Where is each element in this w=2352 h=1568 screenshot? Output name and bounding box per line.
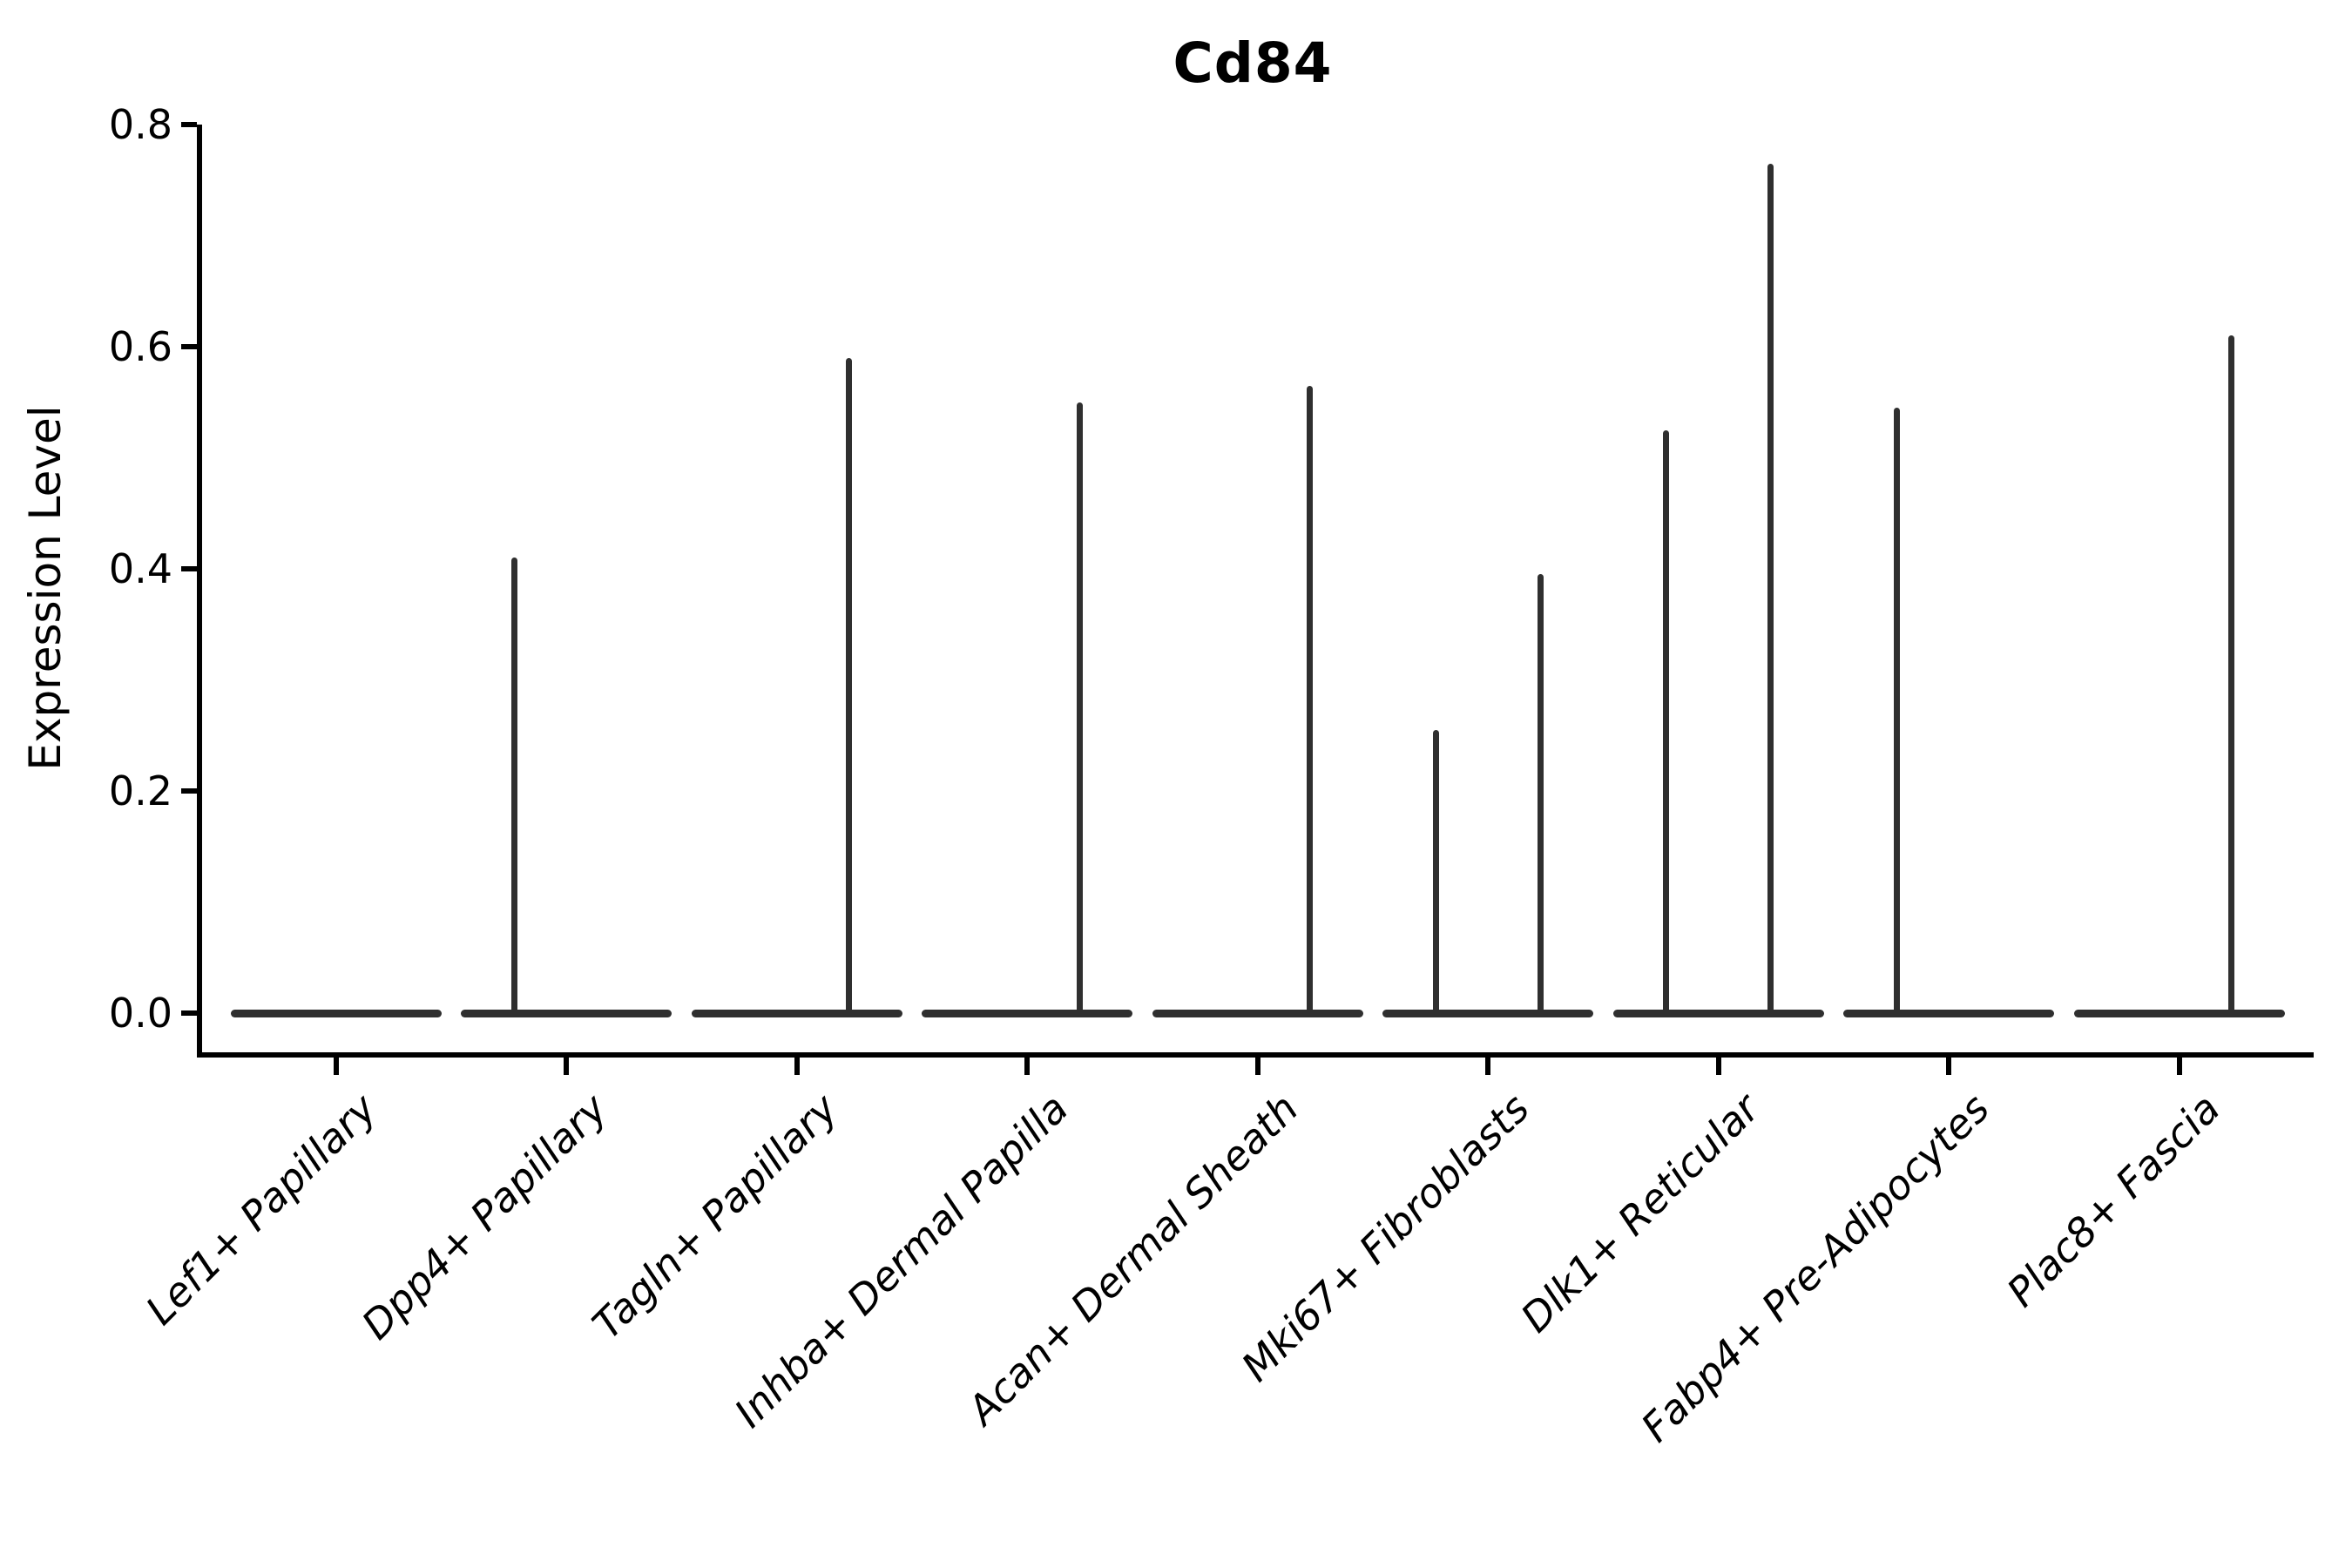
violin-spike xyxy=(1537,574,1544,1013)
violin-spike xyxy=(1076,402,1083,1013)
violin-base xyxy=(1612,1009,1824,1017)
violin-spike xyxy=(1893,408,1900,1013)
y-tick-mark xyxy=(181,344,197,349)
y-tick-mark xyxy=(181,1010,197,1016)
x-tick-mark xyxy=(1715,1058,1721,1075)
violin-spike xyxy=(846,357,852,1013)
x-tick-mark xyxy=(1254,1058,1260,1075)
violin-base xyxy=(1843,1009,2054,1017)
violin-base xyxy=(2073,1009,2285,1017)
y-tick-label: 0.6 xyxy=(108,323,172,370)
violin-spike xyxy=(1767,163,1774,1013)
x-tick-mark xyxy=(1024,1058,1030,1075)
x-tick-mark xyxy=(794,1058,800,1075)
x-tick-mark xyxy=(1946,1058,1951,1075)
plot-area xyxy=(197,125,2314,1058)
violin-base xyxy=(1382,1009,1593,1017)
violin-spike xyxy=(1663,429,1669,1013)
y-tick-mark xyxy=(181,788,197,794)
x-tick-label: Dpp4+ Papillary xyxy=(352,1085,617,1348)
y-tick-mark xyxy=(181,122,197,127)
x-tick-mark xyxy=(1485,1058,1490,1075)
x-tick-label: Dlk1+ Reticular xyxy=(1511,1085,1768,1342)
y-tick-mark xyxy=(181,566,197,571)
x-tick-label: Plac8+ Fascia xyxy=(1997,1085,2229,1316)
y-tick-label: 0.0 xyxy=(108,990,172,1037)
violin-base xyxy=(691,1009,902,1017)
y-tick-label: 0.2 xyxy=(108,767,172,814)
chart-title: Cd84 xyxy=(1173,31,1333,95)
y-tick-label: 0.8 xyxy=(108,101,172,148)
y-tick-label: 0.4 xyxy=(108,545,172,592)
violin-base xyxy=(461,1009,672,1017)
violin-base xyxy=(1152,1009,1363,1017)
x-tick-mark xyxy=(333,1058,339,1075)
violin-spike xyxy=(2228,335,2234,1013)
x-tick-mark xyxy=(2176,1058,2182,1075)
x-tick-label: Tagln+ Papillary xyxy=(583,1085,847,1348)
violin-spike xyxy=(1307,385,1313,1013)
violin-base xyxy=(230,1009,442,1017)
x-tick-mark xyxy=(564,1058,569,1075)
violin-base xyxy=(922,1009,1132,1017)
violin-spike xyxy=(1432,729,1439,1013)
x-tick-label: Lef1+ Papillary xyxy=(136,1085,386,1335)
violin-spike xyxy=(510,558,517,1013)
